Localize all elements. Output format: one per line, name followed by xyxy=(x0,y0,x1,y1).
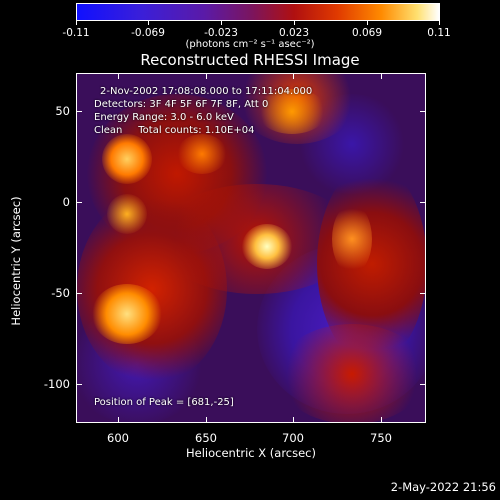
colorbar-label: 0.069 xyxy=(351,27,383,39)
emission-region xyxy=(277,324,425,422)
clean-info: Clean Total counts: 1.10E+04 xyxy=(94,125,255,136)
x-tick xyxy=(206,417,207,423)
colorbar-label: -0.069 xyxy=(131,27,165,39)
detectors-info: Detectors: 3F 4F 5F 6F 7F 8F, Att 0 xyxy=(94,99,269,110)
colorbar-tick xyxy=(294,21,295,25)
y-tick-label: 50 xyxy=(55,104,70,118)
hotspot xyxy=(257,89,327,134)
y-tick xyxy=(76,293,82,294)
colorbar-label: 0.11 xyxy=(427,27,451,39)
y-tick xyxy=(420,202,426,203)
y-tick xyxy=(420,111,426,112)
rhessi-image xyxy=(76,73,426,423)
x-tick xyxy=(293,73,294,79)
colorbar-tick xyxy=(148,21,149,25)
colorbar-tick xyxy=(439,21,440,25)
x-tick xyxy=(381,417,382,423)
y-tick-label: -50 xyxy=(51,286,70,300)
x-axis-title: Heliocentric X (arcsec) xyxy=(186,446,316,460)
hotspot xyxy=(332,204,372,274)
x-tick xyxy=(381,73,382,79)
colorbar-tick xyxy=(76,21,77,25)
x-tick-label: 600 xyxy=(107,431,129,445)
x-tick xyxy=(118,417,119,423)
colorbar-label: 0.023 xyxy=(278,27,310,39)
colorbar xyxy=(76,3,440,21)
x-tick xyxy=(293,417,294,423)
energy-range: Energy Range: 3.0 - 6.0 keV xyxy=(94,112,234,123)
hotspot-peak xyxy=(242,224,292,269)
y-tick xyxy=(76,384,82,385)
colorbar-tick xyxy=(367,21,368,25)
y-tick xyxy=(420,384,426,385)
timestamp: 2-May-2022 21:56 xyxy=(390,480,496,494)
y-axis-title: Heliocentric Y (arcsec) xyxy=(9,196,23,326)
hotspot xyxy=(92,284,162,344)
x-tick-label: 750 xyxy=(370,431,392,445)
colorbar-label: -0.11 xyxy=(62,27,90,39)
hotspot xyxy=(102,134,152,184)
y-tick-label: 0 xyxy=(62,195,70,209)
y-tick xyxy=(420,293,426,294)
time-range: 2-Nov-2002 17:08:08.000 to 17:11:04.000 xyxy=(100,86,313,97)
colorbar-units: (photons cm⁻² s⁻¹ asec⁻²) xyxy=(185,39,315,50)
y-tick xyxy=(76,111,82,112)
colorbar-tick xyxy=(221,21,222,25)
y-tick-label: -100 xyxy=(43,377,70,391)
x-tick-label: 650 xyxy=(195,431,217,445)
colorbar-label: -0.023 xyxy=(204,27,238,39)
x-tick xyxy=(206,73,207,79)
x-tick-label: 700 xyxy=(282,431,304,445)
y-tick xyxy=(76,202,82,203)
hotspot xyxy=(107,194,147,234)
hotspot xyxy=(177,134,227,174)
peak-position: Position of Peak = [681,-25] xyxy=(94,397,234,408)
x-tick xyxy=(118,73,119,79)
plot-title: Reconstructed RHESSI Image xyxy=(140,51,360,69)
